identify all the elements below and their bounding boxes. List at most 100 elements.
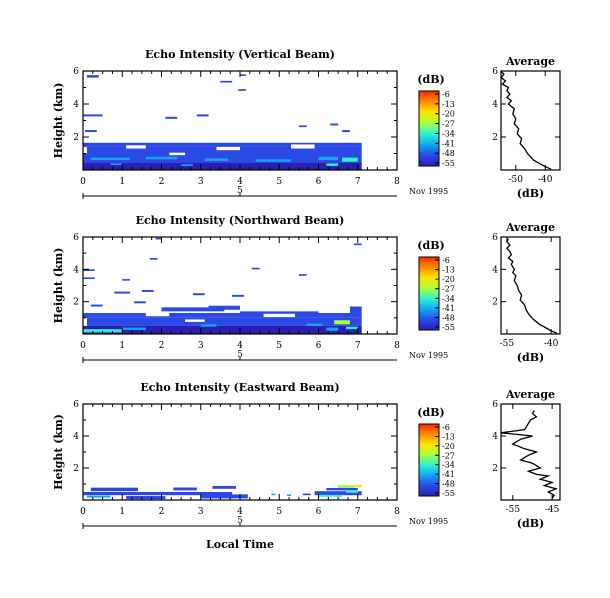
heatmap-cell (349, 306, 362, 313)
x-tick-label: 3 (198, 507, 204, 517)
heatmap-title: Echo Intensity (Northward Beam) (136, 214, 345, 227)
avg-y-tick-label: 4 (492, 265, 498, 275)
heatmap-cell (83, 142, 362, 147)
heatmap-cell (318, 156, 339, 161)
x-tick-label: 6 (316, 177, 322, 187)
x-tick-label: 7 (355, 177, 361, 187)
heatmap-title: Echo Intensity (Eastward Beam) (140, 381, 339, 394)
heatmap-cell (326, 163, 339, 166)
heatmap-cell (200, 324, 217, 327)
heatmap-cell (83, 162, 362, 170)
heatmap-cell (169, 152, 186, 156)
colorbar-tick-label: -34 (442, 129, 455, 138)
colorbar-title: (dB) (417, 73, 444, 86)
y-axis-label: Height (km) (52, 83, 65, 159)
heatmap-cell (318, 494, 343, 497)
colorbar-tick-label: -13 (442, 266, 455, 275)
heatmap-cell (149, 258, 158, 260)
y-tick-label: 2 (73, 298, 79, 308)
colorbar-tick-label: -6 (442, 256, 450, 265)
x-tick-label: 7 (355, 341, 361, 351)
heatmap-cell (204, 158, 229, 161)
avg-y-tick-label: 6 (492, 400, 498, 410)
heatmap-cell (255, 159, 292, 162)
heatmap-cell (83, 329, 123, 333)
x-tick-label: 8 (394, 177, 400, 187)
colorbar-tick-label: -6 (442, 423, 450, 432)
heatmap-cell (345, 326, 358, 330)
heatmap-cell (238, 89, 246, 91)
heatmap-cell (122, 279, 131, 281)
heatmap-cell (83, 277, 95, 280)
avg-x-tick-label: -50 (509, 175, 524, 185)
x-tick-label: 3 (198, 177, 204, 187)
x-axis-label: Local Time (206, 538, 274, 551)
colorbar-tick-label: -48 (442, 313, 455, 322)
colorbar-title: (dB) (417, 406, 444, 419)
x-tick-label: 1 (119, 507, 125, 517)
colorbar-tick-label: -6 (442, 90, 450, 99)
x-tick-label: 7 (355, 507, 361, 517)
average-profile-line (506, 238, 558, 334)
x-tick-label: 2 (159, 177, 165, 187)
avg-y-tick-label: 2 (492, 133, 498, 143)
heatmap-cell (306, 323, 323, 326)
heatmap-cell (291, 144, 315, 149)
panel-0 (82, 70, 561, 199)
heatmap-cell (326, 327, 339, 331)
colorbar (418, 423, 440, 497)
heatmap-cell (271, 493, 276, 496)
average-frame (500, 403, 561, 501)
heatmap-cell (342, 157, 358, 162)
y-tick-label: 6 (73, 233, 79, 243)
colorbar-tick-label: -27 (442, 451, 455, 460)
avg-x-tick-label: -45 (545, 505, 560, 515)
x-tick-label: 8 (394, 507, 400, 517)
heatmap-cell (302, 493, 311, 496)
date-marker-label: 5 (237, 350, 243, 360)
colorbar-tick-label: -48 (442, 149, 455, 158)
heatmap-cell (126, 145, 146, 149)
date-label: Nov 1995 (409, 187, 448, 196)
colorbar-tick-label: -20 (442, 110, 455, 119)
heatmap-cell (251, 267, 260, 270)
y-tick-label: 6 (73, 67, 79, 77)
colorbar-tick-label: -48 (442, 480, 455, 489)
heatmap-cell (326, 488, 358, 491)
heatmap-cell (83, 325, 362, 334)
average-profile-line (500, 410, 559, 499)
y-tick-label: 2 (73, 464, 79, 474)
colorbar-tick-label: -34 (442, 461, 455, 470)
average-xlabel: (dB) (517, 351, 544, 364)
heatmap-cell (145, 156, 178, 160)
panel-1 (82, 236, 561, 363)
colorbar-tick-label: -34 (442, 294, 455, 303)
average-frame (500, 236, 561, 335)
heatmap-cell (192, 293, 205, 296)
heatmap-cell (126, 496, 166, 500)
heatmap-cell (86, 495, 111, 498)
average-title: Average (505, 221, 555, 234)
colorbar-tick-label: -55 (442, 489, 455, 498)
date-label: Nov 1995 (409, 351, 448, 360)
y-axis-label: Height (km) (52, 248, 65, 324)
heatmap-cell (83, 269, 95, 271)
date-marker-label: 5 (237, 186, 243, 196)
heatmap-cell (185, 319, 205, 322)
colorbar-tick-label: -41 (442, 470, 455, 479)
colorbar-tick-label: -41 (442, 139, 455, 148)
heatmap-cell (141, 290, 154, 292)
colorbar-tick-label: -55 (442, 323, 455, 332)
heatmap-cell (83, 492, 233, 496)
heatmap-cell (345, 490, 358, 493)
heatmap-cell (86, 317, 362, 326)
colorbar-tick-label: -13 (442, 432, 455, 441)
average-profile-line (500, 70, 552, 170)
heatmap-cell (90, 304, 103, 307)
colorbar-tick-label: -20 (442, 442, 455, 451)
avg-y-tick-label: 4 (492, 432, 498, 442)
heatmap-cell (90, 487, 138, 492)
heatmap-cell (110, 163, 123, 166)
x-tick-label: 1 (119, 341, 125, 351)
